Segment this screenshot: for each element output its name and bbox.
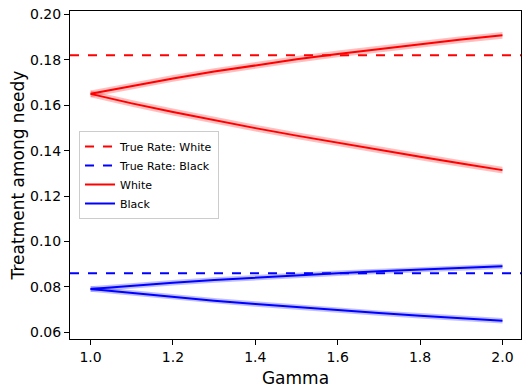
svg-text:White: White (120, 179, 152, 192)
svg-text:0.16: 0.16 (30, 97, 61, 113)
svg-text:0.10: 0.10 (30, 233, 61, 249)
svg-text:0.20: 0.20 (30, 6, 61, 22)
svg-text:2.0: 2.0 (491, 349, 513, 365)
svg-text:True Rate: White: True Rate: White (119, 141, 212, 154)
svg-text:0.14: 0.14 (30, 143, 61, 159)
svg-text:0.08: 0.08 (30, 279, 61, 295)
svg-text:Treatment among needy: Treatment among needy (8, 71, 28, 281)
svg-text:1.2: 1.2 (162, 349, 184, 365)
svg-text:0.12: 0.12 (30, 188, 61, 204)
svg-text:0.06: 0.06 (30, 324, 61, 340)
svg-text:1.4: 1.4 (244, 349, 266, 365)
svg-text:1.6: 1.6 (327, 349, 349, 365)
svg-text:True Rate: Black: True Rate: Black (119, 160, 210, 173)
svg-text:Gamma: Gamma (262, 368, 329, 388)
svg-text:0.18: 0.18 (30, 52, 61, 68)
svg-text:Black: Black (120, 198, 150, 211)
svg-text:1.8: 1.8 (409, 349, 431, 365)
svg-text:1.0: 1.0 (79, 349, 101, 365)
